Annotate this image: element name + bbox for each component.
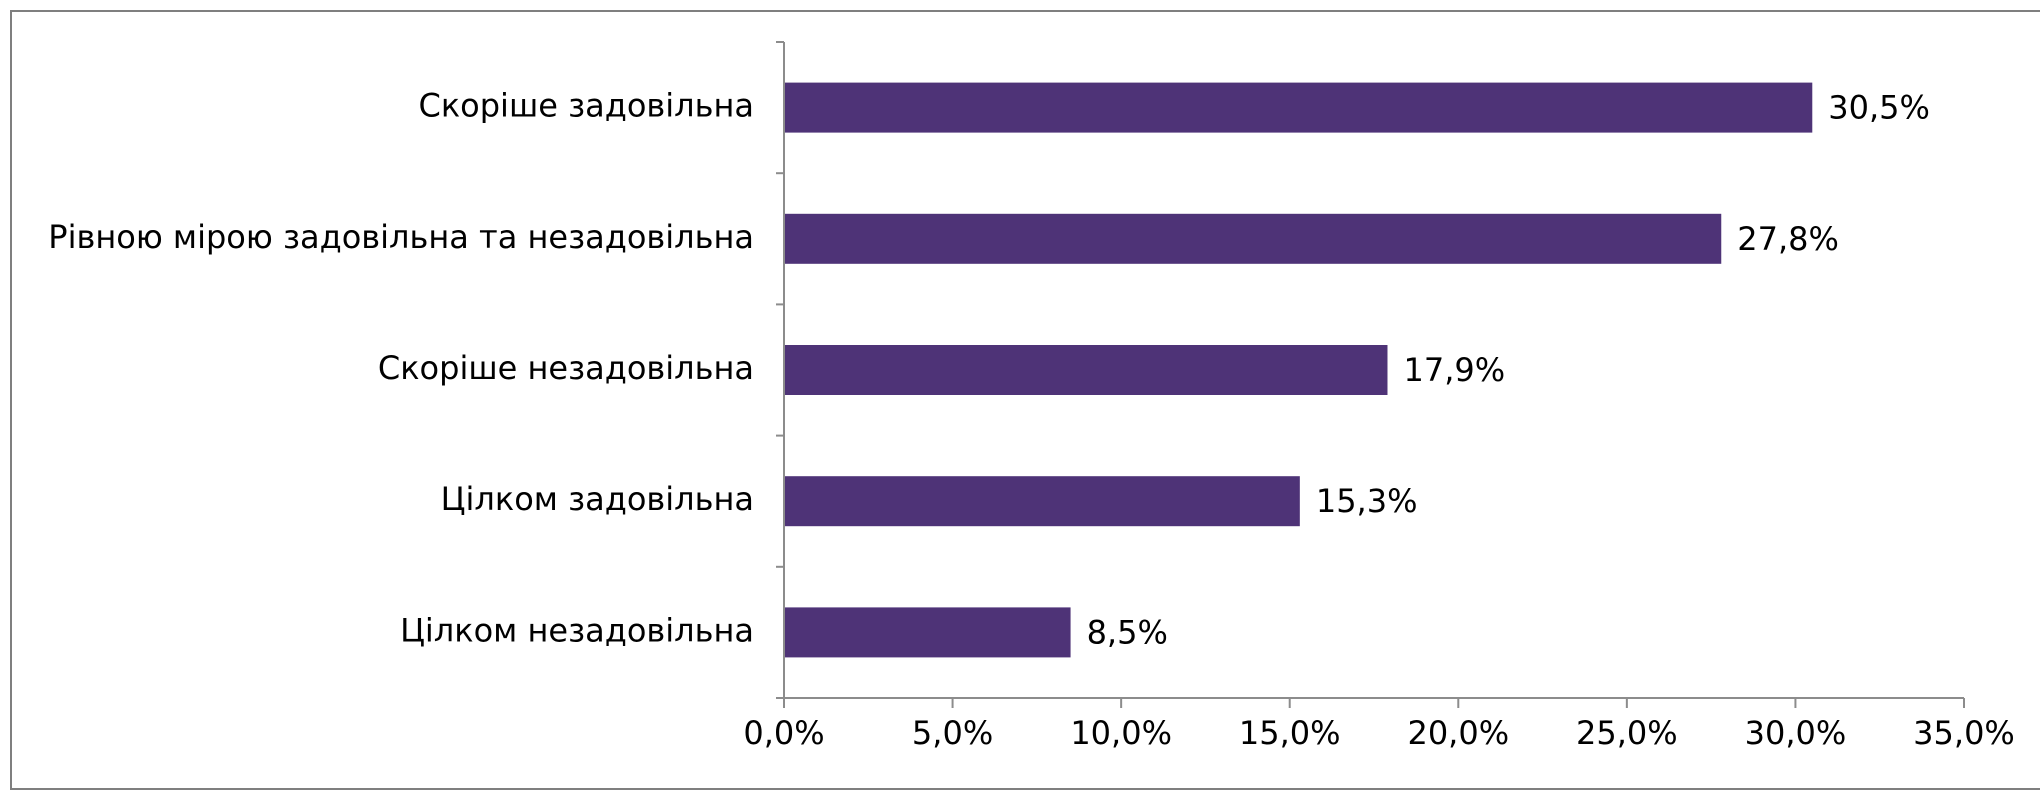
category-label-5: Цілком незадовільна xyxy=(400,611,754,649)
bar-1 xyxy=(784,82,1813,133)
bar-2 xyxy=(784,213,1722,264)
axes-layer xyxy=(776,41,1965,708)
x-tick-label-2: 10,0% xyxy=(1070,714,1172,752)
data-label-2: 27,8% xyxy=(1737,220,1839,258)
x-tick-label-6: 30,0% xyxy=(1745,714,1847,752)
chart-frame xyxy=(10,10,2040,790)
data-label-1: 30,5% xyxy=(1828,89,1930,127)
x-tick-label-5: 25,0% xyxy=(1576,714,1678,752)
bar-3 xyxy=(784,345,1388,395)
category-label-2: Рівною мірою задовільна та незадовільна xyxy=(48,218,754,256)
data-label-4: 15,3% xyxy=(1316,482,1418,520)
data-label-5: 8,5% xyxy=(1087,613,1168,651)
x-tick-label-3: 15,0% xyxy=(1239,714,1341,752)
category-label-1: Скоріше задовільна xyxy=(418,87,754,125)
category-label-4: Цілком задовільна xyxy=(441,480,754,518)
bar-chart: Скоріше задовільна 30,5% Рівною мірою задо… xyxy=(48,41,2015,752)
x-tick-label-4: 20,0% xyxy=(1407,714,1509,752)
bar-5 xyxy=(784,607,1071,658)
category-label-3: Скоріше незадовільна xyxy=(378,349,754,387)
bars-layer xyxy=(784,82,1813,658)
labels-layer: Скоріше задовільна 30,5% Рівною мірою задо… xyxy=(48,87,2015,752)
bar-4 xyxy=(784,476,1300,527)
x-tick-label-1: 5,0% xyxy=(912,714,993,752)
x-tick-label-7: 35,0% xyxy=(1913,714,2015,752)
x-tick-label-0: 0,0% xyxy=(743,714,824,752)
data-label-3: 17,9% xyxy=(1403,351,1505,389)
